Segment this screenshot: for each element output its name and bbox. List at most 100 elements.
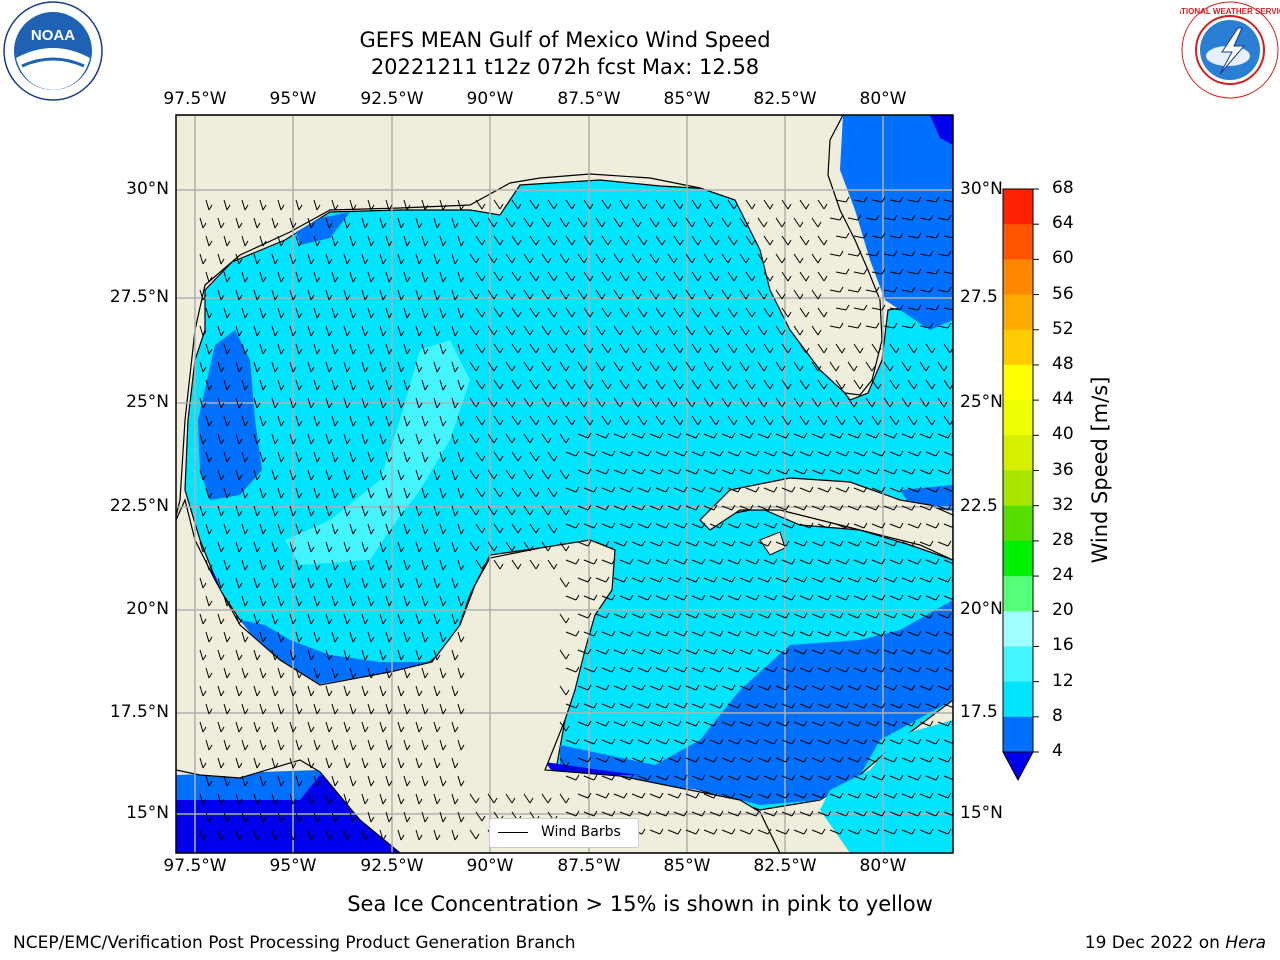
lat-tick-label-left: 15°N — [126, 803, 169, 823]
wind-barb — [799, 199, 810, 210]
wind-barb — [613, 468, 628, 475]
wind-barb — [739, 397, 750, 408]
wind-barb — [889, 774, 904, 781]
svg-text:NATIONAL WEATHER SERVICE: NATIONAL WEATHER SERVICE — [1180, 7, 1280, 16]
wind-barb — [577, 325, 588, 336]
wind-barb — [457, 523, 465, 535]
wind-barb — [367, 235, 375, 247]
wind-barb — [511, 307, 522, 318]
wind-barb — [865, 468, 880, 475]
wind-barb — [277, 559, 285, 571]
colorbar-tick-label: 32 — [1052, 494, 1074, 515]
wind-barb — [835, 196, 850, 203]
mexico-central-america — [176, 498, 781, 853]
map-layers — [176, 115, 953, 853]
wind-barb — [403, 559, 411, 571]
wind-barb — [709, 738, 724, 745]
wind-barb — [691, 271, 702, 282]
wind-barb — [937, 286, 952, 293]
wind-barb — [523, 541, 534, 552]
wind-barb — [421, 631, 429, 643]
wind-barb — [619, 810, 634, 817]
wind-barb — [331, 343, 339, 355]
wind-barb — [721, 576, 736, 583]
colorbar-segment — [1003, 364, 1033, 401]
wind-barb — [241, 559, 249, 571]
wind-barb — [349, 199, 357, 211]
wind-barb — [811, 540, 826, 547]
wind-barb — [361, 433, 369, 445]
wind-barb — [757, 792, 772, 799]
wind-barb — [667, 756, 682, 763]
wind-barb — [511, 235, 522, 246]
wind-barb — [541, 793, 552, 804]
wind-barb — [871, 232, 886, 239]
wind-barb — [619, 522, 634, 529]
wind-barb — [223, 559, 231, 571]
wind-barb — [667, 648, 682, 655]
wind-barb — [199, 469, 207, 481]
wind-barb — [313, 523, 321, 535]
wind-barb — [799, 271, 810, 282]
wind-barb — [883, 504, 898, 511]
wind-barb — [331, 595, 339, 607]
wind-barb — [865, 250, 880, 257]
wind-barb — [601, 630, 616, 637]
wind-barb — [793, 504, 808, 511]
wind-barb — [439, 235, 447, 247]
colorbar-segment — [1003, 576, 1033, 612]
wind-barb — [745, 774, 760, 781]
wind-barb — [685, 217, 696, 228]
wind-barb — [649, 684, 664, 691]
wind-barb — [439, 595, 447, 607]
lon-tick-label-top: 90°W — [466, 89, 514, 109]
wind-barb — [853, 774, 868, 781]
wind-barb — [217, 325, 225, 337]
wind-barb — [937, 214, 952, 221]
wind-barb — [667, 468, 682, 475]
wind-barb — [367, 343, 375, 355]
wind-barb — [403, 487, 411, 499]
wind-barb — [277, 811, 285, 823]
wind-barb — [925, 558, 940, 565]
wind-barb — [901, 432, 916, 439]
wind-barb — [367, 775, 375, 787]
wind-barb — [835, 268, 850, 275]
wind-barb — [829, 322, 844, 329]
wind-barb — [277, 667, 285, 679]
wind-barb — [685, 648, 700, 655]
wind-barb — [847, 504, 862, 511]
wind-barb — [271, 757, 279, 769]
wind-barb — [703, 397, 714, 408]
wind-barb — [295, 595, 303, 607]
wind-barb — [451, 721, 459, 733]
wind-barb — [289, 613, 297, 625]
wind-barb — [529, 271, 540, 282]
wind-8-12-zone-se — [820, 720, 953, 853]
wind-barb — [631, 684, 646, 691]
wind-barb — [871, 379, 882, 390]
wind-barb — [565, 343, 576, 354]
wind-barb — [649, 289, 660, 300]
wind-barb — [433, 361, 441, 373]
wind-barb — [307, 829, 315, 841]
wind-barb — [649, 540, 664, 547]
wind-barb — [253, 577, 261, 589]
wind-barb — [205, 559, 213, 571]
wind-barb — [757, 432, 772, 439]
wind-barb — [691, 630, 706, 637]
colorbar-tick-label: 4 — [1052, 741, 1063, 761]
wind-barb — [667, 684, 682, 691]
wind-barb — [637, 199, 648, 210]
wind-barb — [691, 666, 706, 673]
wind-barb — [847, 612, 862, 619]
wind-barb — [241, 775, 249, 787]
wind-barb — [583, 415, 594, 426]
wind-barb — [241, 415, 249, 427]
wind-barb — [937, 504, 952, 511]
wind-barb — [295, 631, 303, 643]
wind-barb — [811, 325, 822, 336]
wind-barb — [277, 307, 285, 319]
wind-barb — [835, 666, 850, 673]
wind-barb — [919, 792, 934, 799]
